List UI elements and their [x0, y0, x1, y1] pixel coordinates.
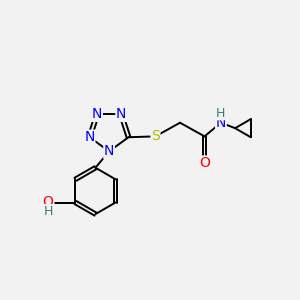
Text: N: N: [84, 130, 95, 144]
Text: O: O: [199, 156, 210, 170]
Text: N: N: [104, 144, 114, 158]
Text: N: N: [116, 107, 126, 122]
Text: H: H: [44, 205, 54, 218]
Text: N: N: [92, 107, 102, 122]
Text: O: O: [43, 196, 54, 209]
Text: N: N: [216, 116, 226, 130]
Text: S: S: [151, 129, 160, 143]
Text: H: H: [216, 107, 226, 120]
